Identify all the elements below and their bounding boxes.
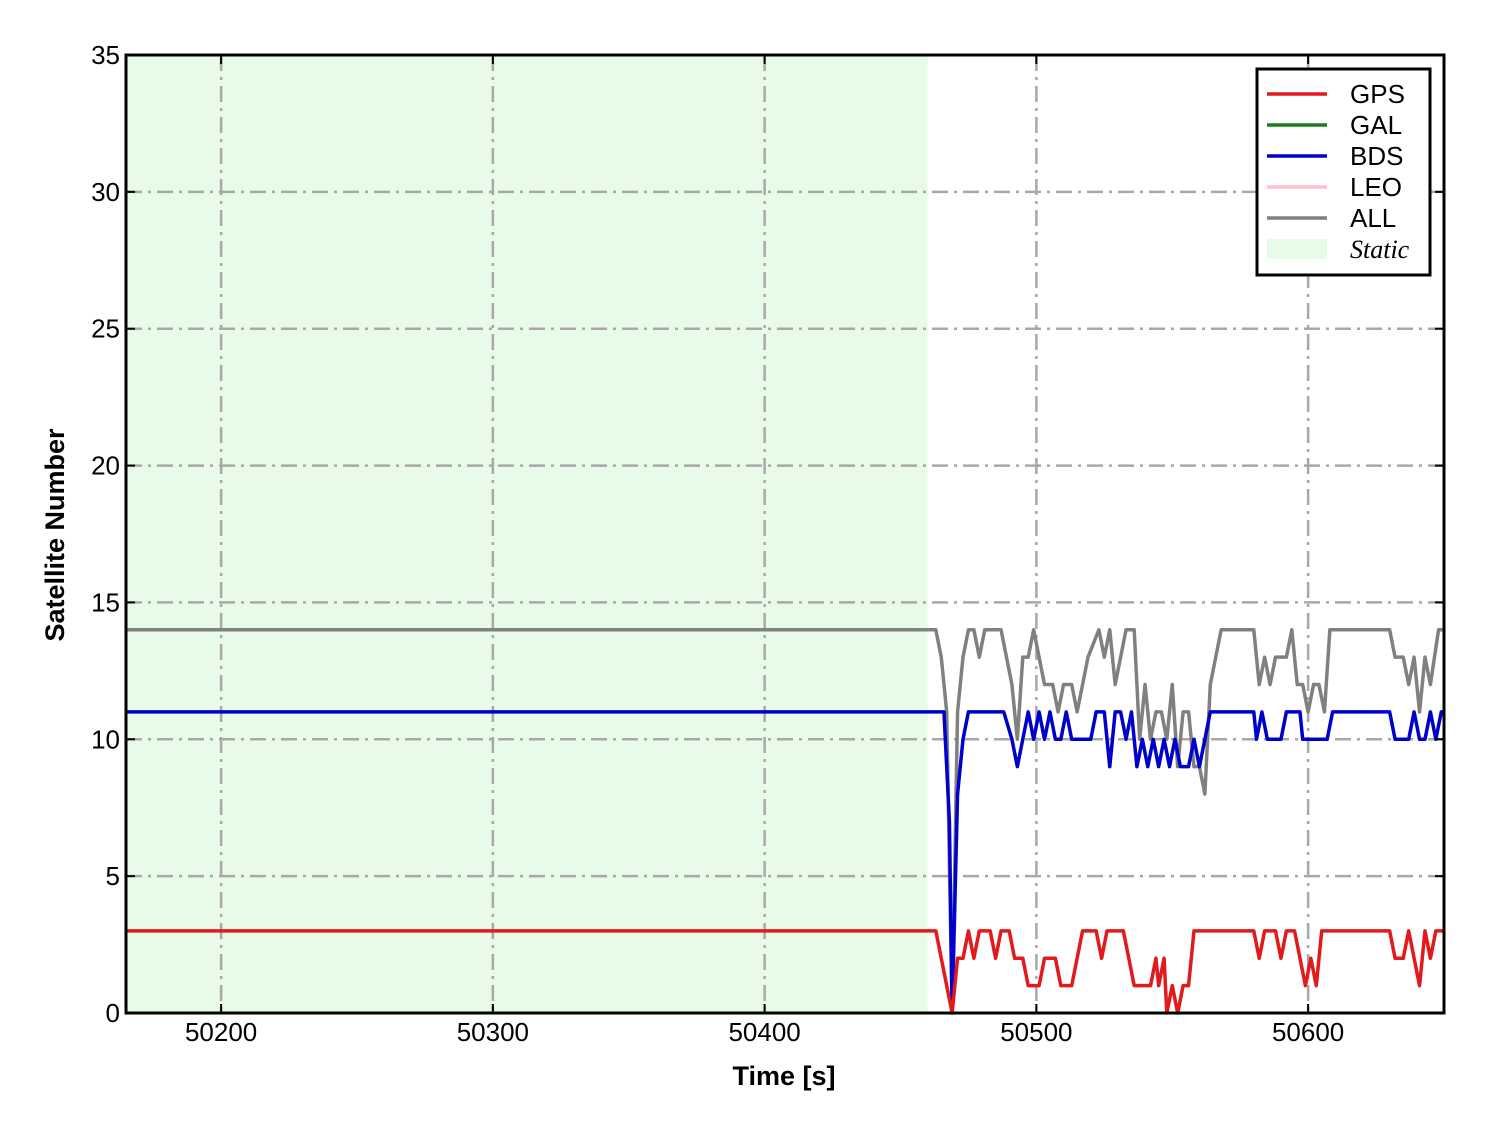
legend-label-gal: GAL: [1350, 110, 1402, 140]
x-tick-label: 50600: [1272, 1017, 1344, 1047]
y-axis-title: Satellite Number: [40, 428, 70, 642]
grid-layer: [126, 55, 1444, 1013]
x-tick-label: 50400: [728, 1017, 800, 1047]
x-tick-label: 50200: [185, 1017, 257, 1047]
series-line-gps: [126, 929, 1444, 1015]
legend-label-gps: GPS: [1350, 79, 1405, 109]
legend-label-leo: LEO: [1350, 172, 1402, 202]
legend-label-static: Static: [1350, 235, 1410, 264]
y-tick-label: 15: [91, 587, 120, 617]
shaded-region-layer: [126, 55, 928, 1013]
series-line-all: [126, 628, 1444, 1015]
y-tick-label: 0: [106, 998, 120, 1028]
x-tick-label: 50500: [1000, 1017, 1072, 1047]
x-axis-title: Time [s]: [732, 1061, 835, 1091]
x-tick-label: 50300: [457, 1017, 529, 1047]
y-tick-label: 35: [91, 40, 120, 70]
y-tick-label: 20: [91, 451, 120, 481]
y-tick-label: 5: [106, 861, 120, 891]
y-tick-label: 10: [91, 724, 120, 754]
plot-frame: [124, 53, 1446, 1015]
series-layer: [126, 628, 1444, 1015]
legend-swatch-static: [1267, 239, 1327, 259]
legend-label-bds: BDS: [1350, 141, 1403, 171]
series-line-bds: [126, 710, 1444, 1015]
legend-label-all: ALL: [1350, 203, 1396, 233]
axes-layer: [124, 53, 1446, 1015]
y-tick-label: 25: [91, 314, 120, 344]
static-shaded-region: [126, 55, 928, 1013]
ticks-layer: 50200 50300 50400 50500 50600 0 5 10 15 20 25 30 35: [91, 40, 1444, 1047]
legend-box: [1255, 67, 1432, 277]
y-tick-label: 30: [91, 177, 120, 207]
